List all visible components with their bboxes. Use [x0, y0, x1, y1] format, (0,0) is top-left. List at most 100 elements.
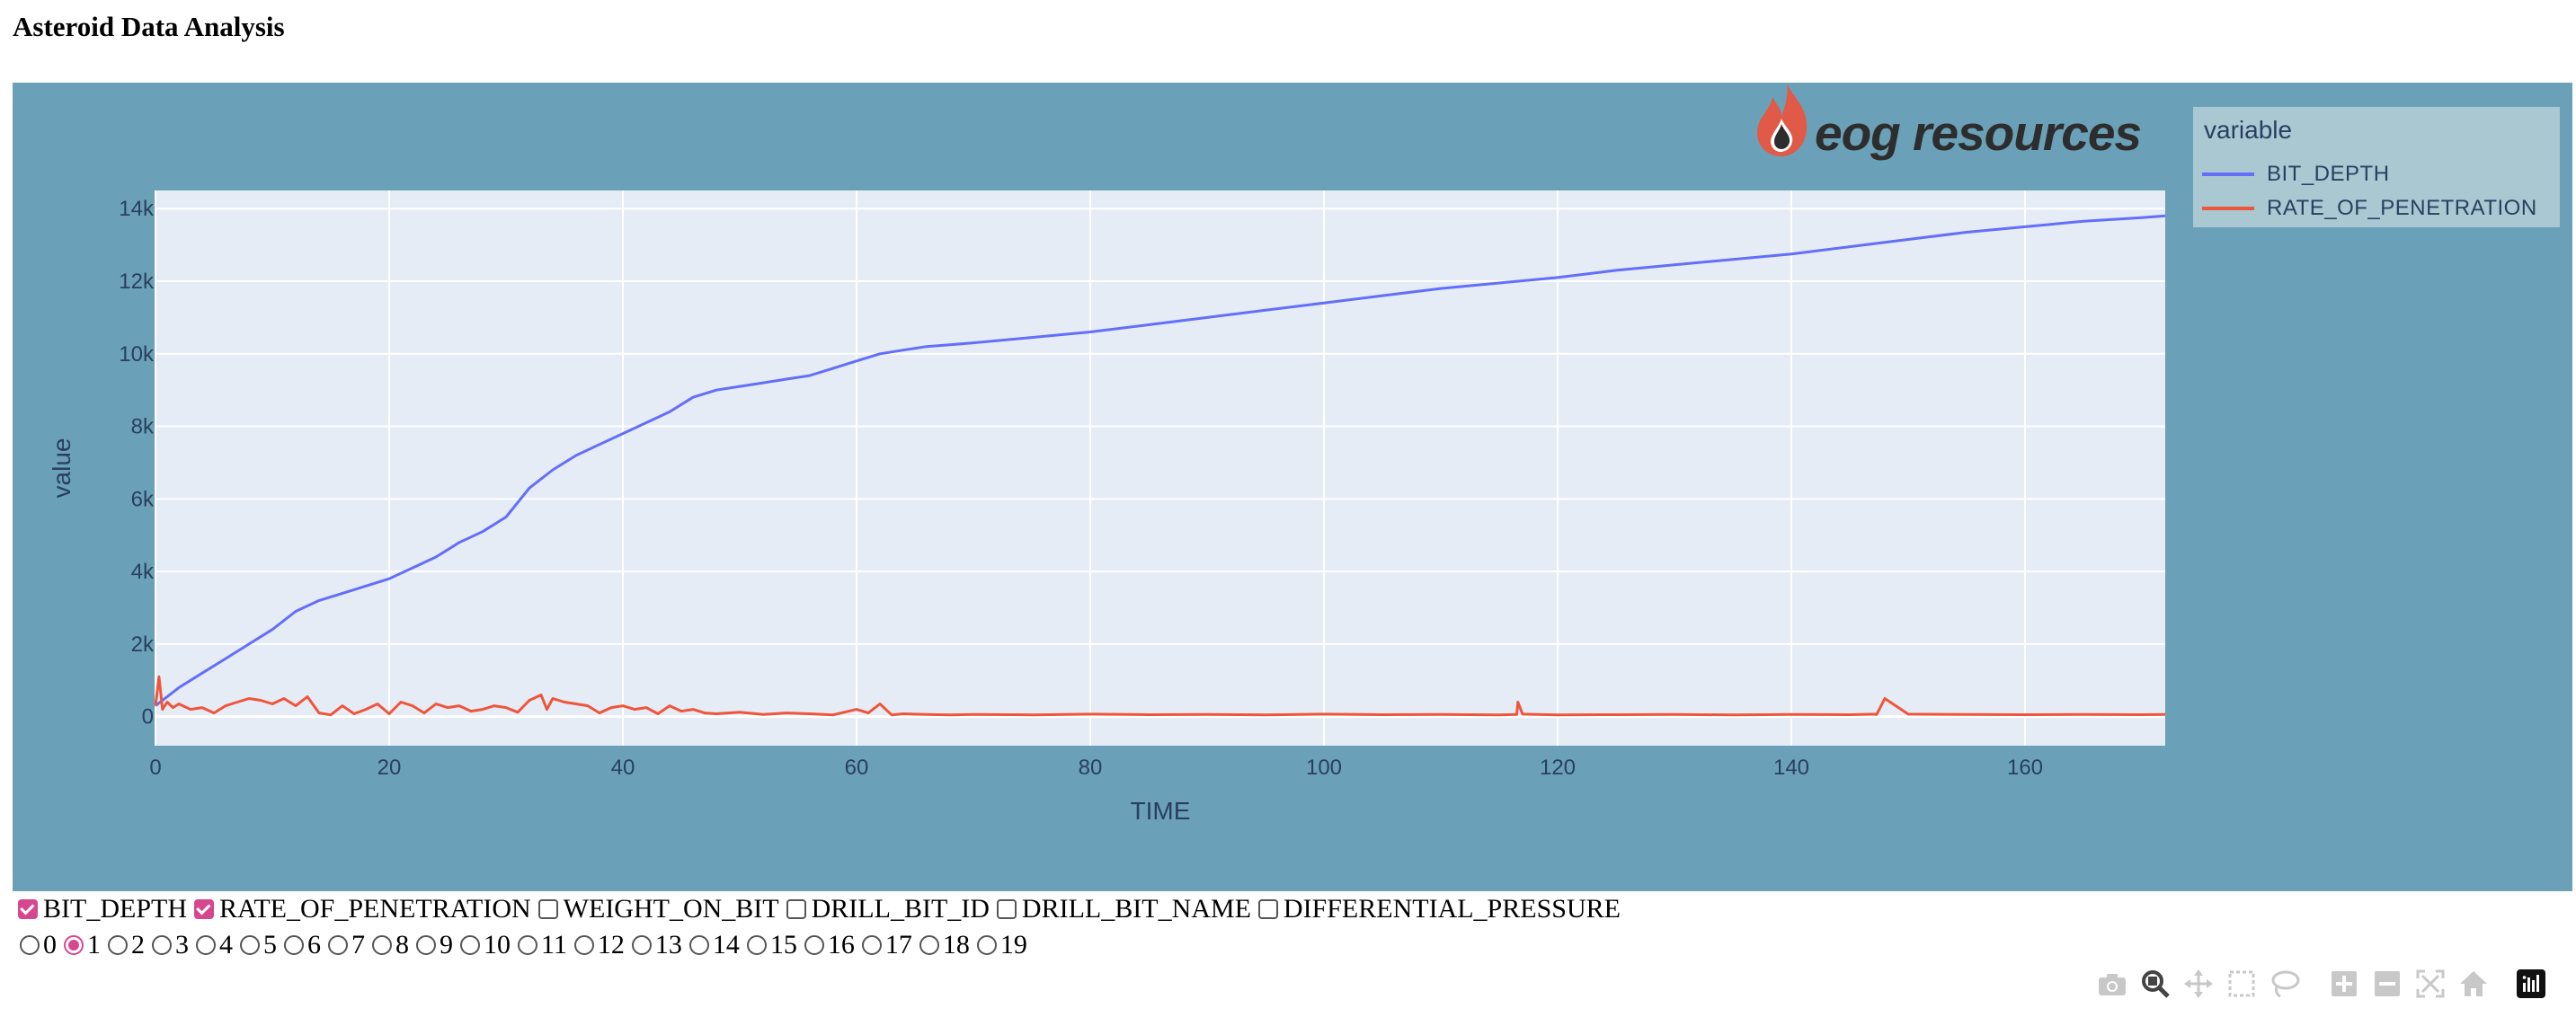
series-line-rate-of-penetration[interactable] [154, 675, 2166, 717]
checkbox-rate-of-penetration[interactable]: RATE_OF_PENETRATION [194, 894, 531, 924]
y-axis-ticks: 0 2k 4k 6k 8k 10k 12k 14k [119, 197, 155, 729]
radio-button[interactable] [64, 935, 84, 955]
radio-label: 6 [307, 930, 321, 960]
radio-option-0[interactable]: 0 [20, 930, 57, 960]
radio-option-12[interactable]: 12 [573, 930, 625, 960]
autoscale-icon[interactable] [2412, 966, 2448, 1002]
radio-option-4[interactable]: 4 [196, 930, 233, 960]
box-select-icon[interactable] [2224, 966, 2260, 1002]
legend-label: BIT_DEPTH [2267, 162, 2390, 186]
radio-button[interactable] [240, 935, 260, 955]
checkbox-label: BIT_DEPTH [43, 894, 187, 924]
radio-label: 11 [541, 930, 567, 960]
legend-item-rate-of-penetration[interactable]: RATE_OF_PENETRATION [2202, 193, 2537, 224]
radio-option-16[interactable]: 16 [804, 930, 855, 960]
checkbox-box[interactable] [537, 899, 558, 919]
radio-label: 9 [440, 930, 453, 960]
y-tick-label: 8k [131, 415, 155, 439]
radio-label: 5 [263, 930, 277, 960]
x-axis-ticks: 0 20 40 60 80 100 120 140 160 [149, 756, 2043, 780]
radio-button[interactable] [284, 935, 304, 955]
zoom-icon[interactable] [2137, 966, 2173, 1002]
radio-option-15[interactable]: 15 [746, 930, 797, 960]
checkbox-box[interactable] [996, 899, 1017, 919]
radio-option-19[interactable]: 19 [976, 930, 1027, 960]
lasso-icon[interactable] [2267, 966, 2303, 1002]
camera-icon[interactable] [2094, 966, 2130, 1002]
radio-option-14[interactable]: 14 [688, 930, 740, 960]
radio-button[interactable] [804, 935, 824, 955]
checkbox-bit-depth[interactable]: BIT_DEPTH [18, 894, 187, 924]
radio-button[interactable] [518, 935, 537, 955]
radio-button[interactable] [861, 935, 882, 955]
radio-button[interactable] [976, 935, 997, 955]
zoom-in-icon[interactable] [2326, 966, 2362, 1002]
radio-option-8[interactable]: 8 [372, 930, 409, 960]
radio-button[interactable] [688, 935, 709, 955]
radio-button[interactable] [328, 935, 348, 955]
radio-option-18[interactable]: 18 [919, 930, 970, 960]
radio-label: 18 [942, 930, 970, 960]
checkbox-box[interactable] [18, 899, 38, 919]
checkbox-drill-bit-name[interactable]: DRILL_BIT_NAME [996, 894, 1251, 924]
radio-option-10[interactable]: 10 [460, 930, 511, 960]
radio-button[interactable] [372, 935, 392, 955]
company-logo: eog resources [1754, 83, 2168, 164]
radio-option-1[interactable]: 1 [64, 930, 101, 960]
radio-option-17[interactable]: 17 [861, 930, 912, 960]
radio-button[interactable] [108, 935, 128, 955]
reset-axes-icon[interactable] [2456, 966, 2492, 1002]
radio-option-7[interactable]: 7 [328, 930, 365, 960]
checkbox-weight-on-bit[interactable]: WEIGHT_ON_BIT [537, 894, 779, 924]
radio-button[interactable] [196, 935, 216, 955]
checkbox-box[interactable] [1257, 899, 1278, 919]
pan-icon[interactable] [2181, 966, 2216, 1002]
checkbox-label: WEIGHT_ON_BIT [563, 894, 779, 924]
x-tick-label: 80 [1079, 756, 1103, 780]
radio-button[interactable] [416, 935, 436, 955]
radio-option-5[interactable]: 5 [240, 930, 277, 960]
variable-checklist: BIT_DEPTH RATE_OF_PENETRATION WEIGHT_ON_… [18, 891, 1628, 927]
y-axis-label: value [48, 438, 76, 499]
legend-item-bit-depth[interactable]: BIT_DEPTH [2202, 159, 2390, 190]
series-line-bit-depth[interactable] [155, 214, 2166, 707]
plotly-logo-icon[interactable] [2513, 966, 2549, 1002]
radio-label: 0 [43, 930, 57, 960]
radio-button[interactable] [152, 935, 172, 955]
legend-swatch [2202, 207, 2254, 210]
x-tick-label: 160 [2007, 756, 2043, 780]
radio-label: 1 [87, 930, 101, 960]
radio-option-9[interactable]: 9 [416, 930, 453, 960]
radio-button[interactable] [746, 935, 767, 955]
radio-option-3[interactable]: 3 [152, 930, 189, 960]
checkbox-box[interactable] [786, 899, 806, 919]
radio-option-2[interactable]: 2 [108, 930, 145, 960]
radio-button[interactable] [919, 935, 939, 955]
x-tick-label: 60 [845, 756, 869, 780]
radio-label: 8 [395, 930, 409, 960]
radio-option-11[interactable]: 11 [518, 930, 567, 960]
radio-label: 15 [769, 930, 797, 960]
y-tick-label: 12k [119, 270, 155, 294]
checkbox-drill-bit-id[interactable]: DRILL_BIT_ID [786, 894, 990, 924]
checkbox-box[interactable] [194, 899, 214, 919]
radio-label: 12 [597, 930, 625, 960]
radio-label: 7 [351, 930, 365, 960]
x-axis-label: TIME [1131, 797, 1191, 825]
zoom-out-icon[interactable] [2369, 966, 2405, 1002]
legend-title: variable [2204, 116, 2293, 144]
radio-button[interactable] [573, 935, 594, 955]
y-tick-label: 0 [142, 705, 154, 730]
radio-button[interactable] [460, 935, 480, 955]
grid-lines [155, 190, 2165, 746]
radio-button[interactable] [631, 935, 652, 955]
radio-option-6[interactable]: 6 [284, 930, 321, 960]
radio-label: 17 [884, 930, 912, 960]
radio-option-13[interactable]: 13 [631, 930, 682, 960]
checkbox-differential-pressure[interactable]: DIFFERENTIAL_PRESSURE [1257, 894, 1621, 924]
y-tick-label: 10k [119, 342, 155, 367]
x-tick-label: 100 [1306, 756, 1342, 780]
plot-area[interactable] [155, 190, 2165, 746]
radio-button[interactable] [20, 935, 40, 955]
